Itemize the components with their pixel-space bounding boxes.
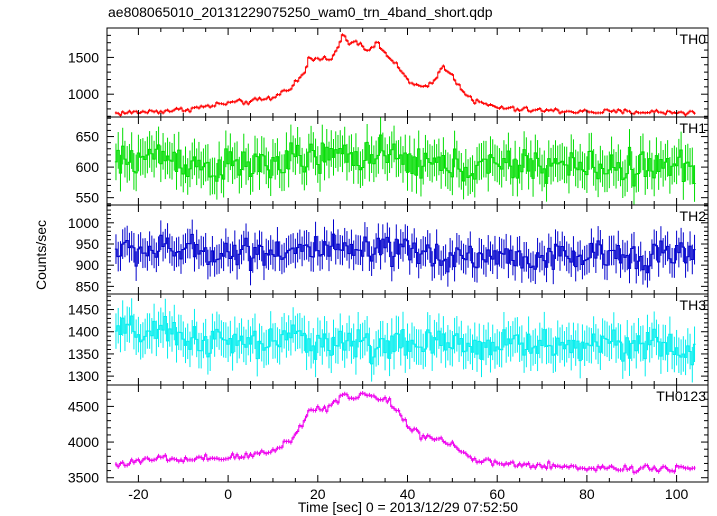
x-axis-label: Time [sec] 0 = 2013/12/29 07:52:50 [298,499,518,515]
panel-label: TH2 [680,208,707,224]
step-line [114,392,696,474]
panel-label: TH0123 [656,388,706,404]
y-tick-label: 1400 [68,324,99,340]
x-tick-label: 80 [579,486,595,502]
y-tick-label: 850 [76,278,100,294]
y-tick-label: 1000 [68,86,99,102]
panel-th1: 550 600 650 TH1 [76,116,709,206]
x-tick-label: 100 [665,486,689,502]
y-axis-label: Counts/sec [33,220,49,290]
series-th2 [114,219,696,288]
y-tick-label: 3500 [68,470,99,486]
y-tick-label: 550 [76,190,100,206]
figure-title: ae808065010_20131229075250_wam0_trn_4ban… [108,4,493,20]
panel-th3: 1300 1350 1400 1450 TH3 [68,293,709,386]
x-tick-label: 0 [224,486,232,502]
y-tick-label: 1300 [68,368,99,384]
y-tick-label: 900 [76,257,100,273]
y-tick-label: 1350 [68,346,99,362]
panel-th0: 1000 1500 TH0 [68,27,709,118]
series-th0123 [114,391,696,475]
x-tick-label: 20 [310,486,326,502]
panel-th0123: 3500 4000 4500 TH0123 [68,384,709,486]
panel-label: TH0 [680,31,707,47]
series-th3 [114,298,696,383]
x-tick-label: 40 [400,486,416,502]
y-tick-label: 4000 [68,434,99,450]
series-th1 [114,117,696,205]
y-tick-label: 650 [76,129,100,145]
y-tick-label: 1450 [68,302,99,318]
y-tick-label: 4500 [68,398,99,414]
panel-label: TH3 [680,297,707,313]
y-tick-label: 600 [76,159,100,175]
panel-label: TH1 [680,120,707,136]
x-tick-label: -20 [128,486,148,502]
x-tick-label: 60 [489,486,505,502]
y-tick-label: 950 [76,236,100,252]
y-tick-label: 1500 [68,49,99,65]
y-tick-label: 1000 [68,215,99,231]
series-th0 [114,33,696,117]
